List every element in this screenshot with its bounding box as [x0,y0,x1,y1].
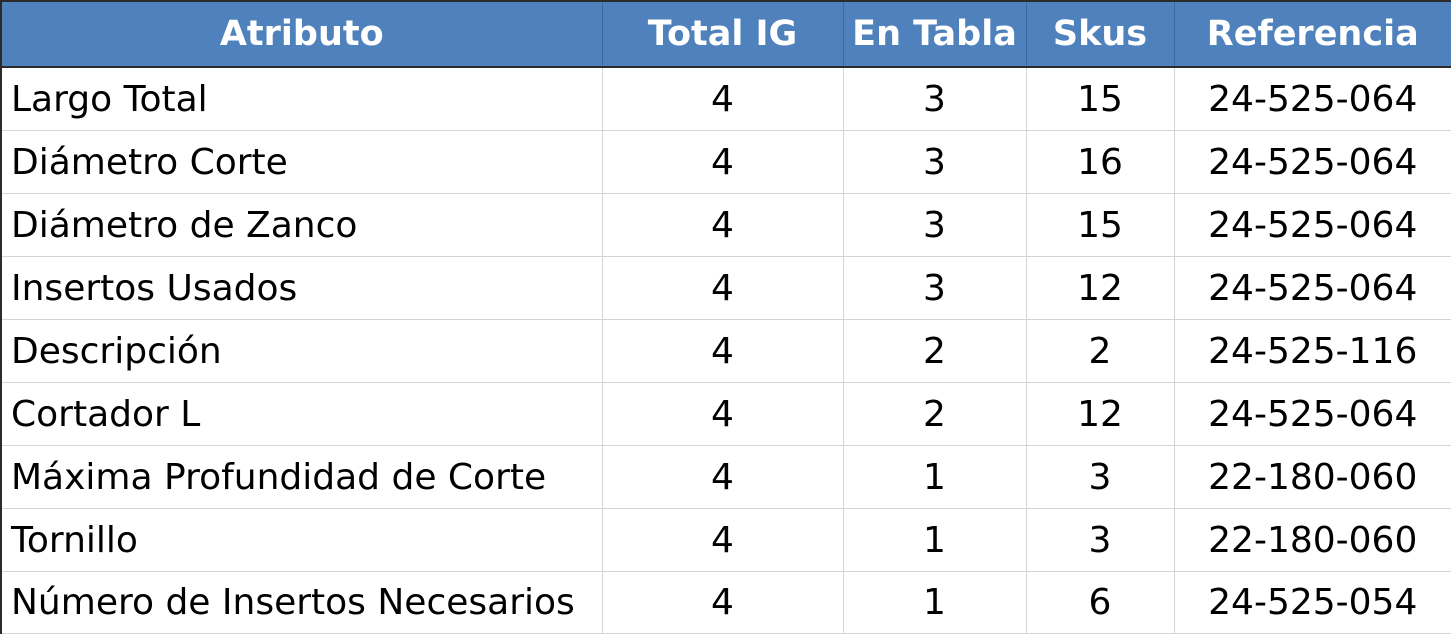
cell-total-ig[interactable]: 4 [601,66,844,131]
table-row: Diámetro de Zanco 4 3 15 24-525-064 [0,193,1451,257]
cell-total-ig[interactable]: 4 [601,256,844,320]
cell-attribute[interactable]: Insertos Usados [0,256,603,320]
cell-skus[interactable]: 15 [1025,66,1175,131]
cell-skus[interactable]: 12 [1025,382,1175,446]
cell-en-tabla[interactable]: 1 [842,445,1027,509]
cell-total-ig[interactable]: 4 [601,382,844,446]
table-body: Largo Total 4 3 15 24-525-064 Diámetro C… [0,66,1451,634]
cell-total-ig[interactable]: 4 [601,130,844,194]
cell-referencia[interactable]: 22-180-060 [1173,445,1451,509]
cell-referencia[interactable]: 24-525-064 [1173,130,1451,194]
cell-referencia[interactable]: 24-525-054 [1173,571,1451,634]
table-row: Diámetro Corte 4 3 16 24-525-064 [0,130,1451,194]
cell-skus[interactable]: 3 [1025,445,1175,509]
cell-referencia[interactable]: 24-525-064 [1173,256,1451,320]
table-row: Máxima Profundidad de Corte 4 1 3 22-180… [0,445,1451,509]
cell-referencia[interactable]: 24-525-116 [1173,319,1451,383]
cell-en-tabla[interactable]: 3 [842,193,1027,257]
table-row: Largo Total 4 3 15 24-525-064 [0,66,1451,131]
header-en-tabla[interactable]: En Tabla [842,0,1027,68]
cell-en-tabla[interactable]: 1 [842,508,1027,572]
cell-skus[interactable]: 6 [1025,571,1175,634]
cell-attribute[interactable]: Descripción [0,319,603,383]
table-row: Cortador L 4 2 12 24-525-064 [0,382,1451,446]
table-row: Tornillo 4 1 3 22-180-060 [0,508,1451,572]
cell-referencia[interactable]: 24-525-064 [1173,382,1451,446]
cell-skus[interactable]: 15 [1025,193,1175,257]
cell-referencia[interactable]: 24-525-064 [1173,193,1451,257]
cell-referencia[interactable]: 22-180-060 [1173,508,1451,572]
cell-attribute[interactable]: Máxima Profundidad de Corte [0,445,603,509]
cell-en-tabla[interactable]: 1 [842,571,1027,634]
table-row: Número de Insertos Necesarios 4 1 6 24-5… [0,571,1451,634]
cell-attribute[interactable]: Diámetro de Zanco [0,193,603,257]
cell-total-ig[interactable]: 4 [601,193,844,257]
cell-total-ig[interactable]: 4 [601,445,844,509]
cell-attribute[interactable]: Tornillo [0,508,603,572]
cell-en-tabla[interactable]: 2 [842,382,1027,446]
header-referencia[interactable]: Referencia [1173,0,1451,68]
header-row: Atributo Total IG En Tabla Skus Referenc… [0,0,1451,68]
cell-total-ig[interactable]: 4 [601,508,844,572]
cell-attribute[interactable]: Cortador L [0,382,603,446]
cell-skus[interactable]: 12 [1025,256,1175,320]
cell-en-tabla[interactable]: 2 [842,319,1027,383]
cell-attribute[interactable]: Largo Total [0,66,603,131]
table-row: Insertos Usados 4 3 12 24-525-064 [0,256,1451,320]
cell-attribute[interactable]: Diámetro Corte [0,130,603,194]
cell-skus[interactable]: 16 [1025,130,1175,194]
cell-en-tabla[interactable]: 3 [842,256,1027,320]
cell-total-ig[interactable]: 4 [601,571,844,634]
cell-total-ig[interactable]: 4 [601,319,844,383]
header-total-ig[interactable]: Total IG [601,0,844,68]
header-skus[interactable]: Skus [1025,0,1175,68]
cell-attribute[interactable]: Número de Insertos Necesarios [0,571,603,634]
table-row: Descripción 4 2 2 24-525-116 [0,319,1451,383]
cell-en-tabla[interactable]: 3 [842,130,1027,194]
cell-referencia[interactable]: 24-525-064 [1173,66,1451,131]
header-attribute[interactable]: Atributo [0,0,603,68]
cell-skus[interactable]: 3 [1025,508,1175,572]
cell-en-tabla[interactable]: 3 [842,66,1027,131]
cell-skus[interactable]: 2 [1025,319,1175,383]
table-header: Atributo Total IG En Tabla Skus Referenc… [0,0,1451,68]
